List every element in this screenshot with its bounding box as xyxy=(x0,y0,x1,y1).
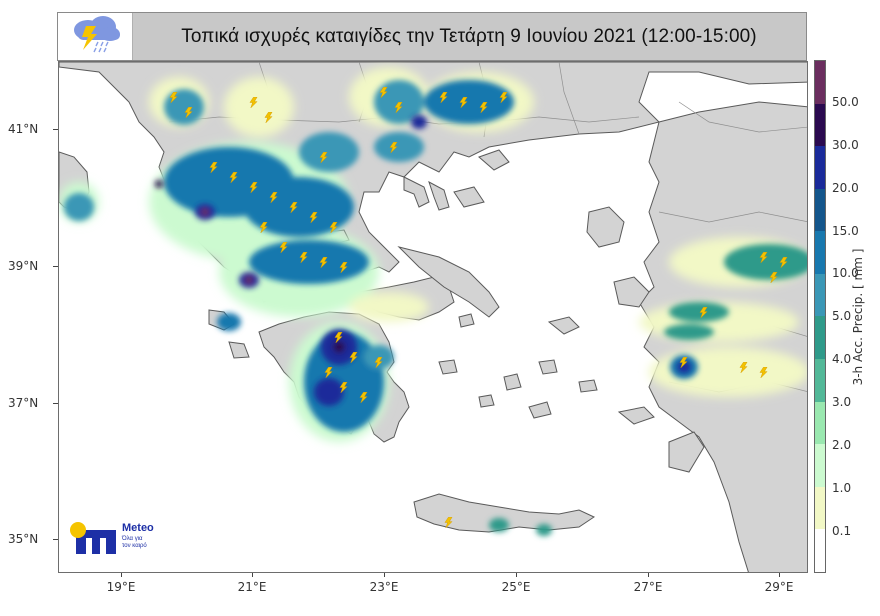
title-bar: Τοπικά ισχυρές καταιγίδες την Τετάρτη 9 … xyxy=(57,12,807,61)
meteo-m-icon xyxy=(70,522,116,554)
lon-tick xyxy=(252,573,253,577)
lat-tick xyxy=(53,539,58,540)
lon-label-21: 21°E xyxy=(237,580,267,594)
lon-label-29: 29°E xyxy=(764,580,794,594)
lat-tick xyxy=(53,129,58,130)
colorbar-segment xyxy=(815,359,825,402)
colorbar-segment xyxy=(815,231,825,274)
colorbar-segment xyxy=(815,146,825,189)
colorbar-label: 10.0 xyxy=(832,266,859,280)
colorbar-segment xyxy=(815,273,825,317)
lon-label-27: 27°E xyxy=(633,580,663,594)
lon-tick xyxy=(121,573,122,577)
lat-tick xyxy=(53,266,58,267)
logo-tagline-line2: τον καιρό xyxy=(122,543,147,549)
colorbar-segment xyxy=(815,529,825,572)
colorbar xyxy=(814,60,826,573)
colorbar-label: 4.0 xyxy=(832,352,852,366)
colorbar-label: 50.0 xyxy=(832,95,859,109)
logo-tagline-line1: Όλα για xyxy=(122,536,143,542)
lat-label-37: 37°N xyxy=(8,396,39,410)
colorbar-label: 2.0 xyxy=(832,438,852,452)
logo-tagline: Όλα για τον καιρό xyxy=(122,536,147,550)
colorbar-segment xyxy=(815,188,825,232)
colorbar-label: 20.0 xyxy=(832,181,859,195)
colorbar-segment xyxy=(815,61,825,104)
precipitation-map[interactable] xyxy=(58,61,808,573)
lat-label-41: 41°N xyxy=(8,122,39,136)
colorbar-label: 3.0 xyxy=(832,395,852,409)
lon-tick xyxy=(516,573,517,577)
colorbar-label: 1.0 xyxy=(832,481,852,495)
lon-tick xyxy=(384,573,385,577)
precip-layer-medium xyxy=(64,80,807,536)
colorbar-segment xyxy=(815,486,825,530)
lon-label-25: 25°E xyxy=(501,580,531,594)
lon-tick xyxy=(779,573,780,577)
colorbar-label: 0.1 xyxy=(832,524,852,538)
colorbar-segment xyxy=(815,316,825,360)
lat-label-39: 39°N xyxy=(8,259,39,273)
colorbar-segment xyxy=(815,103,825,147)
colorbar-title: 3-h Acc. Precip. [ mm ] xyxy=(851,248,865,386)
lat-tick xyxy=(53,403,58,404)
precip-layer-heavy xyxy=(155,115,691,406)
thunderstorm-cloud-icon xyxy=(58,13,133,60)
lon-tick xyxy=(648,573,649,577)
lat-label-35: 35°N xyxy=(8,532,39,546)
colorbar-label: 5.0 xyxy=(832,309,852,323)
colorbar-segment xyxy=(815,444,825,487)
lon-label-19: 19°E xyxy=(106,580,136,594)
colorbar-segment xyxy=(815,401,825,445)
colorbar-label: 30.0 xyxy=(832,138,859,152)
page-title: Τοπικά ισχυρές καταιγίδες την Τετάρτη 9 … xyxy=(181,26,757,47)
logo-brand: Meteo xyxy=(122,522,154,534)
lon-label-23: 23°E xyxy=(369,580,399,594)
colorbar-label: 15.0 xyxy=(832,224,859,238)
meteo-logo: Meteo Όλα για τον καιρό xyxy=(68,518,168,558)
